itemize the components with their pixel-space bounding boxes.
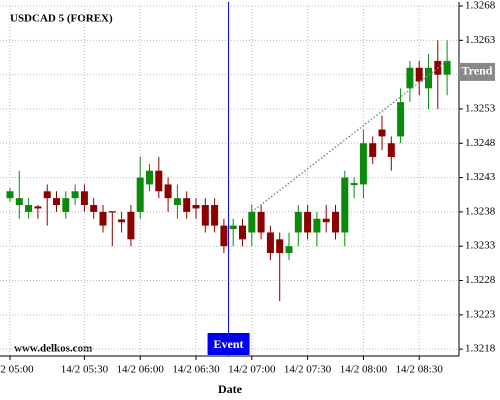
y-tick-label: 1.3228 <box>465 274 496 286</box>
candle-body <box>99 211 107 226</box>
candle-body <box>248 211 256 233</box>
x-tick-label: 14/2 08:30 <box>396 364 444 376</box>
trend-box <box>459 62 495 81</box>
candle-body <box>211 205 219 226</box>
event-box <box>207 333 250 355</box>
trend-label: Trend <box>462 64 493 78</box>
candle-body <box>341 177 349 233</box>
candle-body <box>313 218 321 233</box>
candle-body <box>406 67 414 89</box>
x-tick-label: 14/2 07:00 <box>228 364 276 376</box>
candle-body <box>80 191 88 206</box>
candle-body <box>220 225 228 247</box>
y-tick-label: 1.3248 <box>465 137 496 149</box>
candle-body <box>164 184 172 199</box>
x-tick-label: 14/2 08:00 <box>340 364 388 376</box>
candle-body <box>276 239 284 254</box>
candle-body <box>118 219 126 223</box>
candle-body <box>53 198 60 206</box>
candle-body <box>15 198 23 206</box>
candle-body <box>257 211 265 233</box>
candle-body <box>43 191 51 199</box>
candle-body <box>397 102 405 137</box>
watermark: www.delkos.com <box>14 343 92 355</box>
x-tick-label: 14/2 06:30 <box>172 364 220 376</box>
candle-body <box>192 205 200 209</box>
candle-body <box>71 191 79 199</box>
candle-body <box>62 198 70 212</box>
candle-body <box>146 170 153 185</box>
candle-body <box>127 211 135 240</box>
y-tick-label: 1.3223 <box>465 308 496 320</box>
chart-title: USDCAD 5 (FOREX) <box>10 13 113 25</box>
candle-body <box>332 211 339 233</box>
candle-body <box>201 205 209 226</box>
candle-body <box>229 225 237 230</box>
candle-body <box>415 67 423 82</box>
candle-body <box>155 170 163 192</box>
candle-body <box>369 143 377 157</box>
candle-body <box>90 205 98 212</box>
candle-body <box>359 143 367 185</box>
candle-body <box>136 177 144 212</box>
candle-body <box>239 225 246 240</box>
candle-body <box>266 232 274 254</box>
candle-body <box>350 183 358 186</box>
x-axis-label: Date <box>218 382 243 396</box>
event-label: Event <box>214 337 244 351</box>
candle-body <box>183 198 191 212</box>
x-tick-label: 14/2 07:30 <box>284 364 332 376</box>
candle-body <box>443 60 451 75</box>
candle-body <box>322 218 330 223</box>
x-tick-label: 14/2 05:30 <box>61 364 109 376</box>
y-tick-label: 1.3238 <box>465 205 496 217</box>
y-tick-label: 1.3218 <box>465 343 496 355</box>
candle-body <box>34 206 42 209</box>
trend-line <box>251 60 448 213</box>
y-tick-label: 1.3243 <box>465 171 496 183</box>
x-tick-label: 14/2 05:00 <box>0 364 34 376</box>
candle-body <box>378 129 386 137</box>
candle-body <box>294 211 302 233</box>
candle-body <box>108 211 116 213</box>
y-tick-label: 1.3253 <box>465 102 496 114</box>
candle-body <box>6 191 14 199</box>
x-tick-label: 14/2 06:00 <box>117 364 165 376</box>
candle-body <box>387 143 395 157</box>
candle-body <box>173 198 181 206</box>
candle-body <box>285 246 293 254</box>
y-tick-label: 1.3233 <box>465 240 496 252</box>
candle-body <box>425 67 432 89</box>
y-tick-label: 1.3268 <box>465 0 496 12</box>
candle-body <box>304 211 312 233</box>
y-tick-label: 1.3263 <box>465 34 496 46</box>
candle-body <box>25 205 33 212</box>
